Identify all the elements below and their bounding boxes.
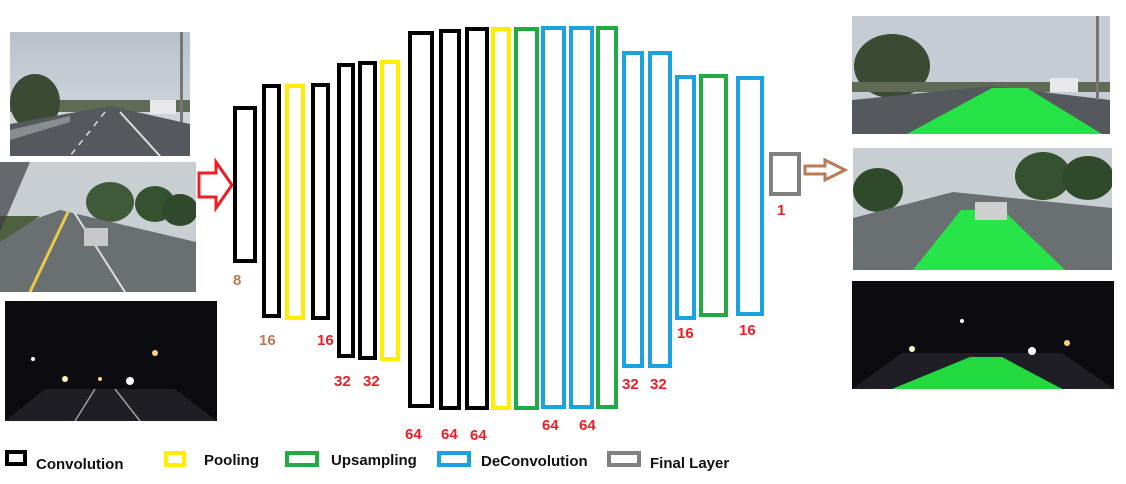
legend-label-upsampling: Upsampling: [331, 452, 417, 469]
layer-size-label: 64: [579, 417, 596, 434]
convolution-layer-6: [358, 61, 377, 360]
legend-label-final: Final Layer: [650, 455, 730, 472]
layer-size-label: 32: [334, 373, 351, 390]
layer-size-label: 64: [470, 427, 487, 444]
layer-size-label: 64: [542, 417, 559, 434]
upsampling-layer-12: [514, 27, 539, 410]
deconvolution-layer-16: [622, 51, 644, 368]
layer-size-label: 64: [441, 426, 458, 443]
input-image-day: [10, 32, 190, 156]
deconvolution-layer-14: [569, 26, 594, 409]
legend-label-deconvolution: DeConvolution: [481, 453, 588, 470]
pooling-layer-7: [380, 60, 400, 361]
deconvolution-layer-17: [648, 51, 672, 368]
deconvolution-layer-18: [675, 75, 696, 320]
layer-size-label: 32: [363, 373, 380, 390]
final-layer-21: [769, 152, 801, 196]
legend-swatch-upsampling: [285, 451, 319, 467]
layer-size-label: 32: [650, 376, 667, 393]
legend-label-convolution: Convolution: [36, 456, 124, 473]
convolution-layer-8: [408, 31, 434, 408]
pooling-layer-3: [285, 84, 305, 320]
layer-size-label: 16: [739, 322, 756, 339]
input-arrow: [197, 157, 234, 213]
legend-swatch-pooling: [164, 451, 186, 467]
layer-size-label: 16: [259, 332, 276, 349]
convolution-layer-4: [311, 83, 330, 320]
convolution-layer-10: [465, 27, 489, 410]
convolution-layer-5: [337, 63, 355, 358]
input-image-rain: [0, 162, 196, 292]
output-arrow: [803, 157, 849, 183]
output-image-rain: [853, 148, 1112, 270]
legend-swatch-final: [607, 451, 641, 467]
output-image-day: [852, 16, 1110, 134]
legend-swatch-deconvolution: [437, 451, 471, 467]
pooling-layer-11: [491, 27, 511, 410]
layer-size-label: 16: [677, 325, 694, 342]
convolution-layer-1: [233, 106, 257, 263]
input-image-night: [5, 301, 217, 421]
layer-size-label: 1: [777, 202, 786, 219]
layer-size-label: 16: [317, 332, 334, 349]
output-image-night: [852, 281, 1114, 389]
deconvolution-layer-13: [541, 26, 566, 409]
convolution-layer-9: [439, 29, 461, 410]
convolution-layer-2: [262, 84, 281, 318]
deconvolution-layer-20: [736, 76, 764, 316]
layer-size-label: 8: [233, 272, 242, 289]
legend-swatch-convolution: [5, 450, 27, 466]
layer-size-label: 32: [622, 376, 639, 393]
layer-size-label: 64: [405, 426, 422, 443]
legend-label-pooling: Pooling: [204, 452, 259, 469]
upsampling-layer-15: [596, 26, 618, 409]
upsampling-layer-19: [699, 74, 728, 317]
